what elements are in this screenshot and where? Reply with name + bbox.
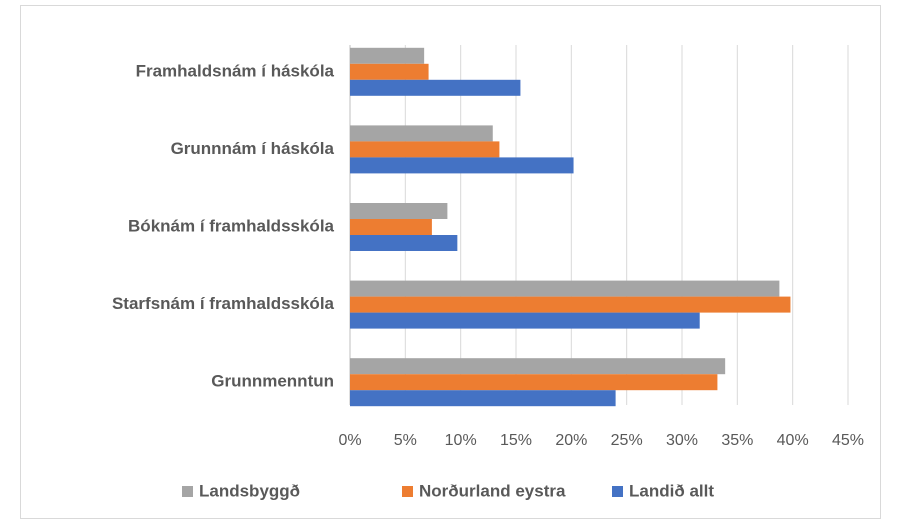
legend-swatch: [612, 486, 623, 497]
bar: [350, 280, 780, 297]
bar: [350, 219, 432, 235]
bar: [350, 157, 574, 174]
bar: [350, 390, 616, 407]
y-tick-label: Framhaldsnám í háskóla: [136, 61, 335, 80]
y-tick-label: Grunnnám í háskóla: [171, 139, 335, 158]
bar: [350, 374, 718, 391]
bar: [350, 203, 448, 219]
x-tick-label: 30%: [666, 432, 698, 449]
bar: [350, 125, 493, 142]
y-tick-label: Grunnmenntun: [211, 372, 334, 391]
legend-label: Landið allt: [629, 481, 714, 500]
bar: [350, 141, 500, 158]
x-tick-label: 40%: [777, 432, 809, 449]
y-tick-label: Starfsnám í framhaldsskóla: [112, 294, 335, 313]
x-tick-label: 10%: [445, 432, 477, 449]
x-tick-label: 20%: [555, 432, 587, 449]
bar: [350, 358, 726, 375]
legend-label: Norðurland eystra: [419, 481, 566, 500]
bar: [350, 63, 429, 80]
bar: [350, 235, 458, 251]
y-tick-label: Bóknám í framhaldsskóla: [128, 216, 335, 235]
x-tick-label: 15%: [500, 432, 532, 449]
x-tick-label: 45%: [832, 432, 864, 449]
x-tick-label: 35%: [721, 432, 753, 449]
bar: [350, 312, 700, 329]
x-tick-label: 0%: [338, 432, 361, 449]
legend-swatch: [402, 486, 413, 497]
x-tick-label: 25%: [611, 432, 643, 449]
bar: [350, 47, 425, 64]
bar: [350, 79, 521, 96]
bar: [350, 296, 791, 313]
legend-label: Landsbyggð: [199, 481, 300, 500]
x-tick-label: 5%: [394, 432, 417, 449]
legend-swatch: [182, 486, 193, 497]
